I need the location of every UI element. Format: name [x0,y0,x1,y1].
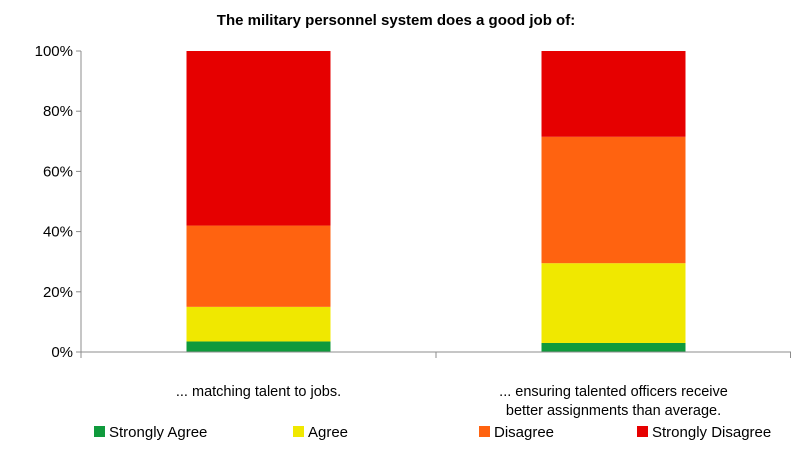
bar-segment-disagree-2 [541,136,686,264]
legend-label: Strongly Disagree [652,424,771,441]
axes-layer: 0% 20% 40% 60% 80% 100% ... matching talent to… [35,43,791,419]
y-tick-label: 100% [35,43,73,60]
chart-title: The military personnel system does a goo… [217,12,575,29]
legend-label: Disagree [494,424,554,441]
bar-segment-agree-2 [541,263,686,343]
y-tick-label: 80% [43,103,73,120]
legend-swatch [94,426,105,437]
bar-segment-strongly-disagree-1 [186,51,331,226]
y-tick-label: 0% [51,344,73,361]
legend: Strongly Agree Agree Disagree Strongly Disa… [94,424,771,441]
legend-swatch [479,426,490,437]
legend-swatch [637,426,648,437]
bar-segment-disagree-1 [186,225,331,307]
bar-segment-strongly-disagree-2 [541,51,686,137]
x-tick-label: ... matching talent to jobs. [176,384,341,400]
legend-swatch [293,426,304,437]
bar-segment-agree-1 [186,306,331,342]
legend-label: Agree [308,424,348,441]
bars-layer [186,51,686,352]
y-tick-label: 60% [43,163,73,180]
bar-segment-strongly-agree-1 [186,341,331,352]
bar-segment-strongly-agree-2 [541,342,686,352]
legend-label: Strongly Agree [109,424,207,441]
x-tick-label: ... ensuring talented officers receive be… [499,384,728,419]
y-tick-label: 20% [43,284,73,301]
y-tick-label: 40% [43,224,73,241]
